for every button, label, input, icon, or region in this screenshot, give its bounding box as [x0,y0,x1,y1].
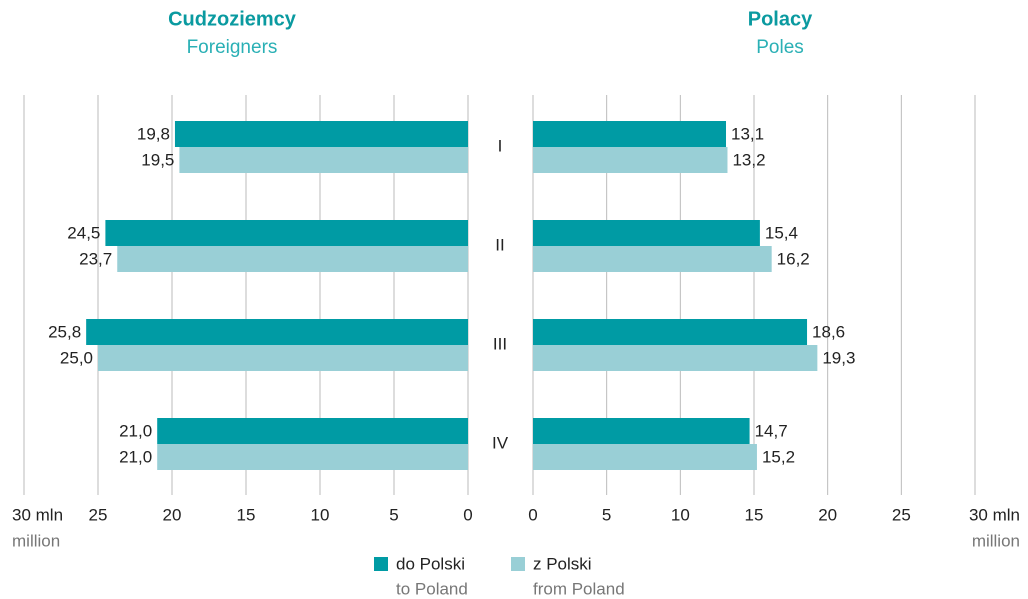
x-tick-label: 30 mln [12,505,63,524]
legend-sublabel: from Poland [533,579,625,598]
bar [117,246,469,272]
x-tick-label: 0 [528,505,537,524]
x-tick-label: 25 [89,505,108,524]
x-tick-label: 30 mln [969,505,1020,524]
value-label: 23,7 [79,249,112,268]
x-tick-label: 20 [818,505,837,524]
bar [533,418,750,444]
chart-title: Cudzoziemcy [168,8,297,30]
legend-swatch [511,557,525,571]
value-label: 21,0 [119,447,152,466]
value-label: 15,4 [765,223,798,242]
x-tick-label: 15 [237,505,256,524]
value-label: 25,8 [48,322,81,341]
x-axis-label: million [12,531,60,550]
x-tick-label: 5 [602,505,611,524]
value-label: 18,6 [812,322,845,341]
category-label: II [495,235,504,254]
legend-label: do Polski [396,554,465,573]
chart-title: Polacy [748,8,813,30]
value-label: 25,0 [60,348,93,367]
value-label: 21,0 [119,421,152,440]
value-label: 16,2 [777,249,810,268]
x-tick-label: 25 [892,505,911,524]
bar [533,246,772,272]
legend-label: z Polski [533,554,592,573]
value-label: 13,1 [731,124,764,143]
legend-sublabel: to Poland [396,579,468,598]
value-label: 14,7 [755,421,788,440]
x-tick-label: 0 [463,505,472,524]
chart-subtitle: Poles [756,37,804,58]
x-tick-label: 10 [311,505,330,524]
bar [533,121,727,147]
value-label: 19,8 [137,124,170,143]
value-label: 13,2 [732,150,765,169]
bar [86,319,468,345]
value-label: 19,5 [141,150,174,169]
value-label: 19,3 [822,348,855,367]
value-label: 15,2 [762,447,795,466]
bar [157,418,468,444]
bar [533,220,760,246]
bar [98,345,468,371]
bar [179,147,468,173]
legend-swatch [374,557,388,571]
x-tick-label: 20 [163,505,182,524]
x-tick-label: 10 [671,505,690,524]
bar [157,444,468,470]
bar [533,444,757,470]
value-label: 24,5 [67,223,100,242]
x-axis-label: million [972,531,1020,550]
category-label: IV [492,433,509,452]
bar [533,319,808,345]
category-label: III [493,334,507,353]
bar [533,345,818,371]
chart-subtitle: Foreigners [187,37,278,58]
bar [533,147,728,173]
bar [174,121,468,147]
bar [105,220,469,246]
category-label: I [498,136,503,155]
x-tick-label: 5 [389,505,398,524]
x-tick-label: 15 [745,505,764,524]
